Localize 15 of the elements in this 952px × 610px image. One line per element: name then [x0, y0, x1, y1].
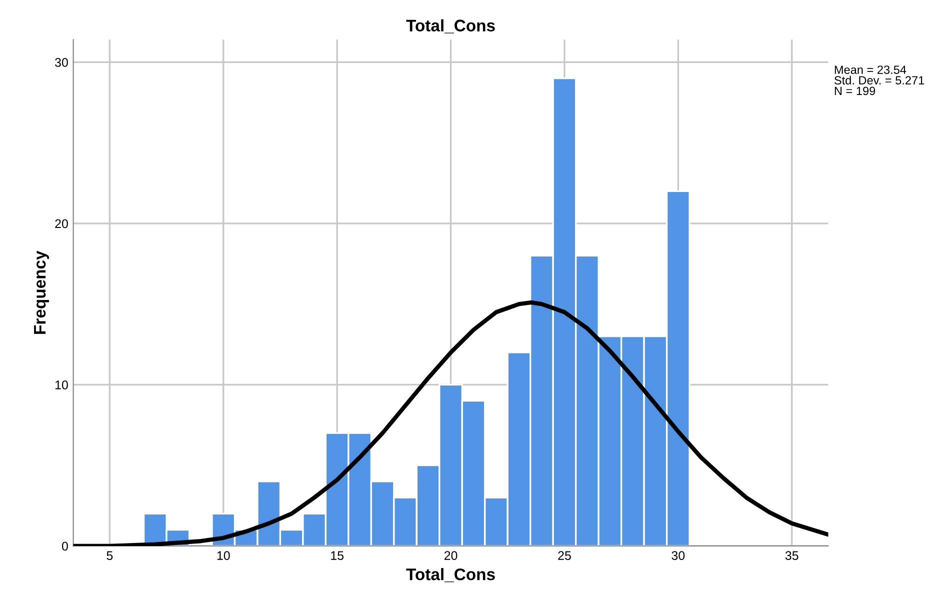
y-tick-label: 0 [62, 542, 68, 551]
x-tick-label: 30 [672, 551, 685, 560]
y-axis-title: Frequency [34, 250, 49, 334]
x-tick-label: 10 [217, 551, 230, 560]
text: Mean = 23.54 Std. Dev. = 5.271 N = 199 [834, 66, 924, 96]
x-tick-label: 35 [785, 551, 798, 560]
x-tick-label: 25 [558, 551, 571, 560]
x-tick-label: 20 [444, 551, 458, 560]
y-tick-label: 20 [55, 219, 68, 228]
y-tick-label: 10 [55, 380, 68, 390]
chart-title: Total_Cons [406, 19, 495, 34]
y-tick-label: 30 [55, 58, 68, 67]
x-tick-label: 5 [106, 551, 113, 560]
x-axis-title: Total_Cons [406, 568, 495, 582]
x-tick-label: 15 [331, 551, 344, 560]
